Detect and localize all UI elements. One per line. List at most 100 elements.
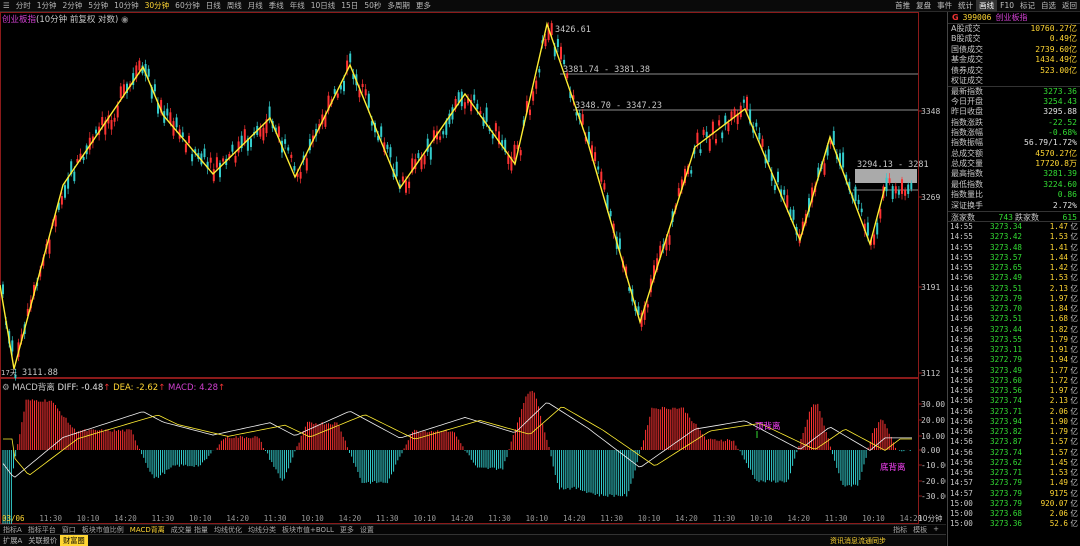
period-tab-7[interactable]: 日线 xyxy=(205,0,221,10)
tick-row: 14:56 3273.74 1.57 亿 xyxy=(948,448,1080,458)
period-tab-9[interactable]: 月线 xyxy=(247,0,263,10)
tick-volume: 1.79 xyxy=(1049,334,1068,344)
tick-time: 14:56 xyxy=(950,375,973,385)
indicator-tab-8[interactable]: 板块市值+BOLL xyxy=(282,525,334,534)
period-tab-2[interactable]: 2分钟 xyxy=(62,0,83,10)
tick-list[interactable]: 14:55 3273.34 1.47 亿 14:55 3273.42 1.53 亿 14:55 3… xyxy=(948,222,1080,530)
period-tab-3[interactable]: 5分钟 xyxy=(88,0,109,10)
indicator-tab-7[interactable]: 均线分类 xyxy=(248,525,277,534)
indicator-tab-2[interactable]: 窗口 xyxy=(61,525,76,534)
toolbar-right-6[interactable]: 标记 xyxy=(1020,1,1035,10)
macd-axis-label: 30.00 xyxy=(921,400,945,409)
tick-row: 14:57 3273.79 1.49 亿 xyxy=(948,478,1080,488)
indicator-tab-3[interactable]: 板块市值比例 xyxy=(81,525,124,534)
period-tab-8[interactable]: 周线 xyxy=(226,0,242,10)
indicator-tab-9[interactable]: 更多 xyxy=(339,525,354,534)
indicator-tab-1[interactable]: 指标平台 xyxy=(27,525,56,534)
indicator-tab-5[interactable]: 成交量 指量 xyxy=(170,525,209,534)
tick-time: 14:56 xyxy=(950,468,973,478)
kline-candle xyxy=(907,184,910,194)
tick-price: 3273.74 xyxy=(990,447,1023,457)
period-tab-12[interactable]: 10日线 xyxy=(310,0,336,10)
tick-time: 14:55 xyxy=(950,263,973,273)
macd-gear-icon[interactable]: ⚙ xyxy=(2,383,10,393)
kline-candle xyxy=(20,334,23,341)
period-tab-10[interactable]: 季线 xyxy=(268,0,284,10)
kline-candle xyxy=(290,154,293,158)
kline-candle xyxy=(653,265,655,280)
period-tab-14[interactable]: 50秒 xyxy=(364,0,382,10)
kline-candle xyxy=(405,180,407,193)
kline-candle xyxy=(618,238,621,250)
period-tab-0[interactable]: 分时 xyxy=(15,0,31,10)
toolbar-right-5[interactable]: F10 xyxy=(1000,1,1014,10)
period-tab-16[interactable]: 更多 xyxy=(415,0,431,10)
stat-value: 0.86 xyxy=(1057,190,1077,200)
toolbar-right-2[interactable]: 事件 xyxy=(937,1,953,10)
kline-candle xyxy=(308,139,311,151)
tick-volume: 1.44 xyxy=(1049,252,1068,262)
toolbar-right-1[interactable]: 复盘 xyxy=(916,1,932,10)
bottom-tab-2[interactable]: 财富圈 xyxy=(60,535,88,546)
period-tab-6[interactable]: 60分钟 xyxy=(175,0,200,10)
zigzag-line xyxy=(0,21,886,370)
advance-decline-row: 涨家数 743 跌家数 615 xyxy=(948,211,1080,223)
stat-label: 深证换手 xyxy=(951,200,983,210)
toolbar-right-4[interactable]: 画线 xyxy=(976,0,998,12)
toolbar-menu-icon[interactable]: ☰ xyxy=(3,0,10,10)
period-tab-15[interactable]: 多周期 xyxy=(387,0,410,10)
kline-candle xyxy=(532,91,535,101)
stat-label: 总成交额 xyxy=(951,148,983,158)
quote-stats: A股成交 10760.27亿 B股成交 0.49亿 国债成交 2739.60亿 基金成交 14… xyxy=(948,24,1080,211)
indicator-right-1[interactable]: 模板 xyxy=(913,525,928,534)
kline-candle xyxy=(507,155,510,164)
indicator-right-0[interactable]: 指标 xyxy=(893,525,908,534)
price-axis-label: 3348 xyxy=(921,107,940,116)
bottom-tab-0[interactable]: 扩展A xyxy=(3,536,23,545)
price-label: 3426.61 xyxy=(555,25,591,35)
chart-area[interactable]: 3348 3269 3191 3112 3426.61 3381.74 - 3381.38… xyxy=(0,12,946,534)
bottom-tab-1[interactable]: 关联报价 xyxy=(28,536,58,545)
toolbar-right-0[interactable]: 首推 xyxy=(895,1,911,10)
toolbar-right-7[interactable]: 自选 xyxy=(1041,1,1056,10)
kline-candle xyxy=(333,89,336,94)
kline-candle xyxy=(783,189,786,195)
tick-time: 14:56 xyxy=(950,416,973,426)
kline-candle xyxy=(563,59,566,65)
tick-volume: 1.72 xyxy=(1049,375,1068,385)
kline-candle xyxy=(420,156,423,170)
toolbar-right-3[interactable]: 统计 xyxy=(958,1,974,10)
tick-price: 3273.11 xyxy=(990,345,1023,355)
tick-unit: 亿 xyxy=(1070,468,1078,478)
indicator-tab-4[interactable]: MACD背离 xyxy=(129,525,165,534)
stat-label: A股成交 xyxy=(951,24,981,33)
period-tab-5[interactable]: 30分钟 xyxy=(144,0,170,10)
period-tab-11[interactable]: 年线 xyxy=(289,0,305,10)
period-tab-13[interactable]: 15日 xyxy=(341,0,359,10)
indicator-tab-6[interactable]: 均线优化 xyxy=(214,525,243,534)
tick-time: 14:56 xyxy=(950,386,973,396)
period-tab-1[interactable]: 1分钟 xyxy=(36,0,57,10)
indicator-tab-10[interactable]: 设置 xyxy=(359,525,374,534)
kline-candle xyxy=(408,181,411,189)
kline-candle xyxy=(491,134,494,139)
kline-candle xyxy=(250,138,252,148)
kline-candle xyxy=(547,28,550,41)
kline-candle xyxy=(826,145,829,156)
toolbar-right-8[interactable]: 返回 xyxy=(1062,1,1077,10)
period-tab-4[interactable]: 10分钟 xyxy=(114,0,139,10)
tick-time: 14:56 xyxy=(950,304,973,314)
indicator-right-2[interactable]: + xyxy=(933,524,939,533)
kline-chart[interactable]: 3348 3269 3191 3112 3426.61 3381.74 - 3381.38… xyxy=(0,12,946,524)
settings-icon[interactable]: ◉ xyxy=(121,15,129,25)
tick-time: 14:56 xyxy=(950,345,973,355)
up-label: 涨家数 xyxy=(951,213,975,223)
indicator-tab-0[interactable]: 指标A xyxy=(3,525,22,534)
kline-candle xyxy=(755,122,758,127)
tick-time: 14:56 xyxy=(950,457,973,467)
kline-candle xyxy=(544,38,547,47)
main-chart-title: 创业板指(10分钟 前复权 对数) ◉ xyxy=(2,13,129,25)
stat-row: 总成交额 4570.27亿 xyxy=(948,149,1080,159)
kline-candle xyxy=(448,113,451,125)
stat-value: 17720.8万 xyxy=(1035,159,1077,169)
